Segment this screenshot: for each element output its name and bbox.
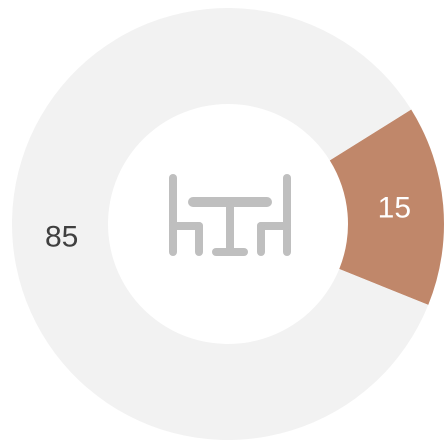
data-label: 15	[378, 191, 411, 224]
table-chairs-icon	[169, 174, 291, 256]
segments	[11, 8, 444, 440]
donut-segment	[11, 8, 429, 440]
data-label: 85	[45, 220, 78, 253]
donut-segment	[329, 109, 444, 305]
